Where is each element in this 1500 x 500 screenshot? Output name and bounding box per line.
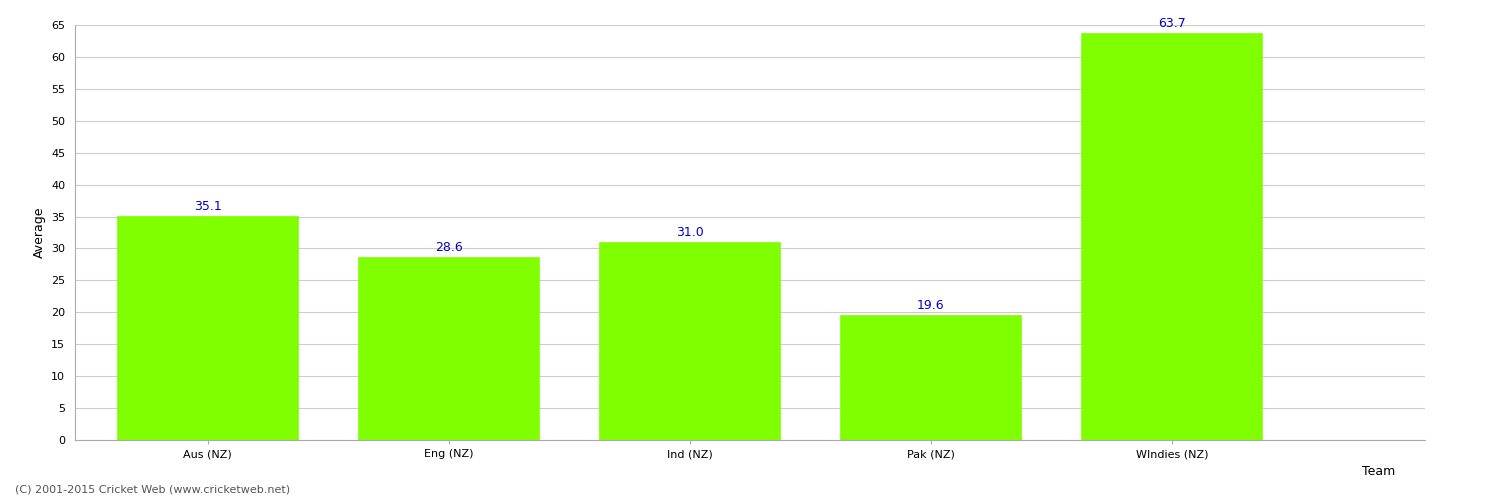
Text: Team: Team: [1362, 465, 1395, 478]
Bar: [117, 216, 298, 440]
Text: 19.6: 19.6: [916, 298, 945, 312]
Text: (C) 2001-2015 Cricket Web (www.cricketweb.net): (C) 2001-2015 Cricket Web (www.cricketwe…: [15, 485, 290, 495]
Bar: [600, 242, 780, 440]
Text: 28.6: 28.6: [435, 241, 462, 254]
Text: 63.7: 63.7: [1158, 17, 1185, 30]
Text: 31.0: 31.0: [676, 226, 703, 239]
Bar: [358, 258, 538, 440]
Text: 35.1: 35.1: [194, 200, 222, 212]
Y-axis label: Average: Average: [33, 207, 45, 258]
Bar: [1082, 34, 1263, 440]
Bar: [840, 315, 1022, 440]
